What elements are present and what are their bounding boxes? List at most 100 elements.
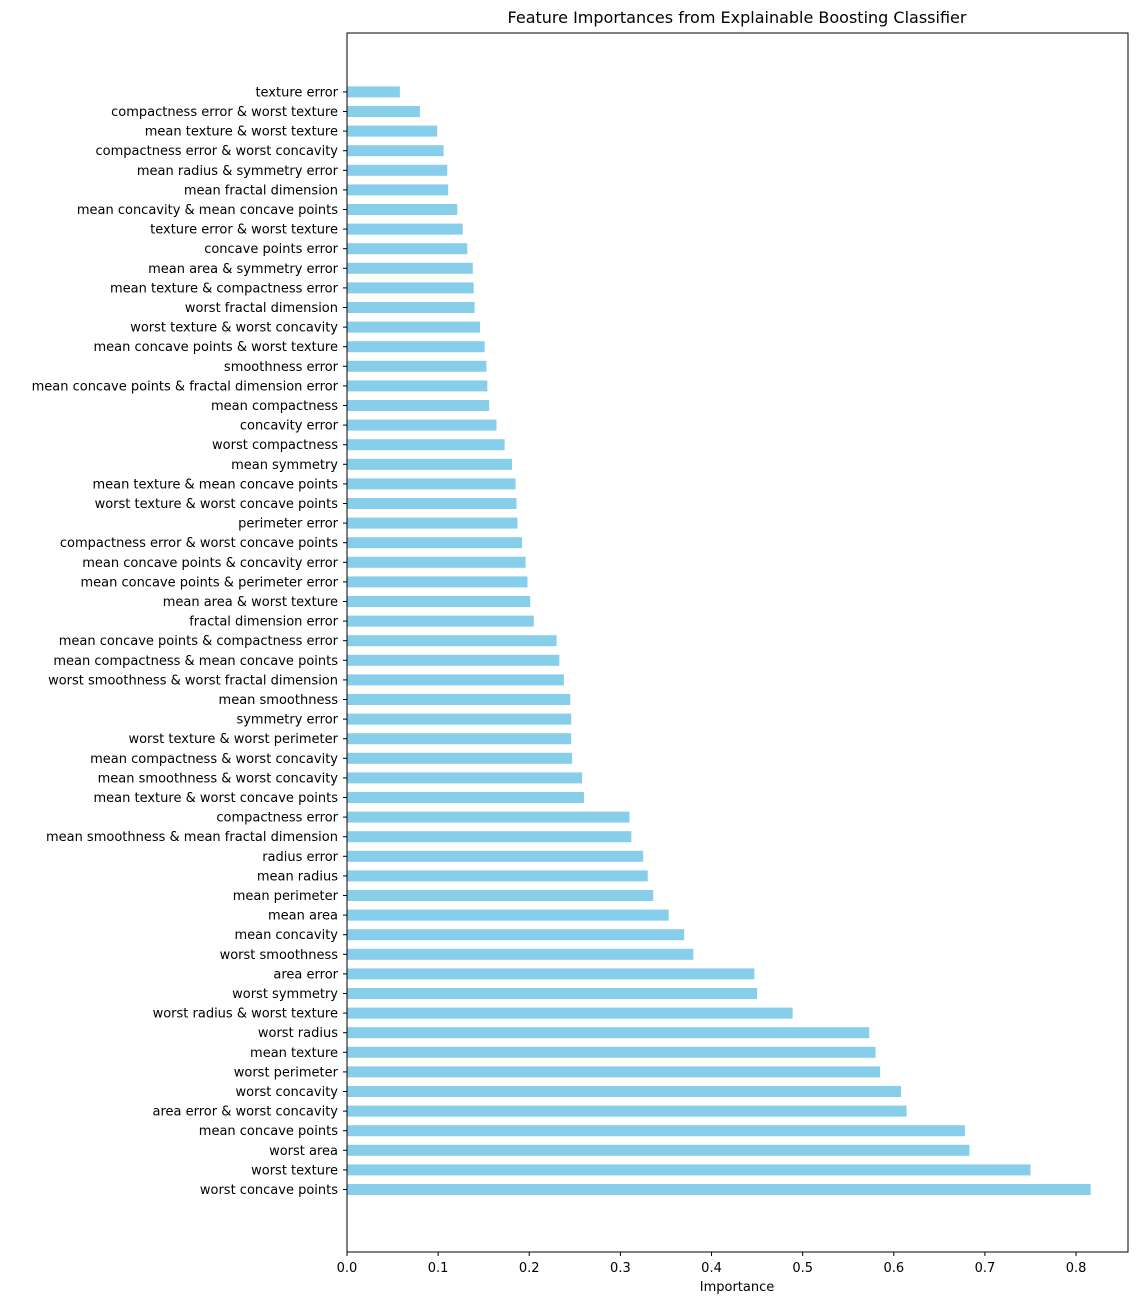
y-tick-label: worst smoothness & worst fractal dimensi… [48, 673, 338, 688]
y-tick-label: worst perimeter [234, 1065, 339, 1080]
x-tick-label: 0.0 [337, 1261, 358, 1276]
bar [347, 204, 458, 215]
bar [347, 870, 648, 882]
y-tick-label: mean concave points [199, 1124, 338, 1139]
y-tick-label: compactness error & worst concave points [60, 536, 338, 551]
bar [347, 86, 400, 98]
bar [347, 772, 583, 784]
bar [347, 674, 564, 686]
bar [347, 909, 669, 921]
x-tick-label: 0.6 [883, 1261, 904, 1276]
y-tick-label: concavity error [240, 419, 339, 434]
bar [347, 654, 560, 666]
plot-frame [346, 32, 1129, 1253]
y-tick-label: worst fractal dimension [185, 301, 338, 316]
bar [347, 321, 481, 333]
bar [347, 360, 487, 372]
y-tick-label: mean radius [257, 869, 338, 884]
y-tick-label: worst compactness [212, 438, 338, 453]
y-tick-label: mean concave points & compactness error [59, 634, 339, 649]
y-tick-label: mean smoothness [219, 693, 339, 708]
bar [347, 145, 444, 157]
y-tick-label: worst symmetry [232, 987, 338, 1002]
y-tick-label: mean smoothness & worst concavity [98, 771, 339, 786]
x-tick-label: 0.2 [519, 1261, 540, 1276]
y-tick-label: worst concave points [200, 1183, 338, 1198]
y-tick-label: mean area & worst texture [163, 595, 338, 610]
y-tick-label: radius error [262, 850, 338, 865]
y-tick-label: texture error [255, 85, 338, 100]
bar [347, 635, 557, 647]
bars-group [347, 86, 1091, 1195]
bar [347, 1046, 876, 1058]
bar [347, 125, 438, 137]
y-tick-label: mean concave points & perimeter error [80, 575, 338, 590]
bar [347, 184, 449, 196]
bar [347, 1144, 970, 1156]
y-tick-labels: worst concave points worst texture worst a… [32, 85, 347, 1198]
y-tick-label: mean area & symmetry error [148, 262, 339, 277]
y-tick-label: perimeter error [238, 517, 339, 532]
y-tick-label: worst radius & worst texture [153, 1007, 338, 1022]
y-tick-label: mean texture & worst texture [145, 125, 338, 140]
y-tick-label: mean compactness [211, 399, 338, 414]
bar [347, 419, 497, 431]
y-tick-label: compactness error & worst texture [111, 105, 338, 120]
bar [347, 478, 516, 490]
y-tick-label: mean texture & mean concave points [92, 477, 338, 492]
bar [347, 1184, 1091, 1195]
bar [347, 811, 630, 823]
y-tick-label: worst texture [251, 1163, 338, 1178]
y-tick-label: mean compactness & mean concave points [53, 654, 338, 669]
bar [347, 1105, 907, 1117]
bar [347, 282, 474, 294]
bar [347, 106, 420, 117]
x-tick-label: 0.5 [792, 1261, 813, 1276]
y-tick-label: worst concavity [236, 1085, 339, 1100]
bar [347, 831, 632, 843]
bar [347, 929, 685, 941]
y-tick-label: worst texture & worst concavity [130, 321, 338, 336]
y-tick-label: mean concavity & mean concave points [77, 203, 338, 218]
x-tick-label: 0.8 [1066, 1261, 1087, 1276]
x-tick-label: 0.7 [975, 1261, 996, 1276]
y-tick-label: worst smoothness [220, 948, 339, 963]
x-axis-label: Importance [700, 1280, 775, 1295]
y-tick-label: mean smoothness & mean fractal dimension [46, 830, 338, 845]
y-tick-label: area error & worst concavity [153, 1105, 339, 1120]
x-tick-label: 0.4 [701, 1261, 722, 1276]
bar [347, 1007, 793, 1019]
y-tick-label: worst texture & worst concave points [95, 497, 339, 512]
y-tick-label: compactness error & worst concavity [96, 144, 339, 159]
bar [347, 400, 490, 411]
y-tick-label: mean compactness & worst concavity [90, 752, 338, 767]
chart-title: Feature Importances from Explainable Boo… [508, 8, 967, 27]
bar [347, 1066, 881, 1078]
y-tick-label: mean perimeter [233, 889, 339, 904]
bar [347, 733, 572, 745]
bar [347, 988, 758, 999]
x-tick-label: 0.1 [428, 1261, 449, 1276]
bar [347, 537, 522, 549]
y-tick-label: concave points error [204, 242, 338, 257]
bar [347, 948, 694, 960]
y-tick-label: mean concave points & concavity error [82, 556, 338, 571]
bar [347, 596, 531, 607]
bar [347, 439, 505, 451]
y-tick-label: mean texture & compactness error [110, 281, 339, 296]
y-tick-label: mean symmetry [231, 458, 338, 473]
y-tick-label: mean area [268, 909, 338, 924]
bar [347, 792, 584, 803]
y-tick-label: worst area [269, 1144, 338, 1159]
bar [347, 302, 475, 313]
bar [347, 458, 512, 470]
y-tick-label: mean texture & worst concave points [94, 791, 339, 806]
bar [347, 1125, 965, 1137]
y-tick-label: symmetry error [236, 713, 338, 728]
y-tick-label: mean radius & symmetry error [137, 164, 339, 179]
bar [347, 890, 654, 901]
bar [347, 262, 473, 274]
y-tick-label: worst radius [258, 1026, 338, 1041]
